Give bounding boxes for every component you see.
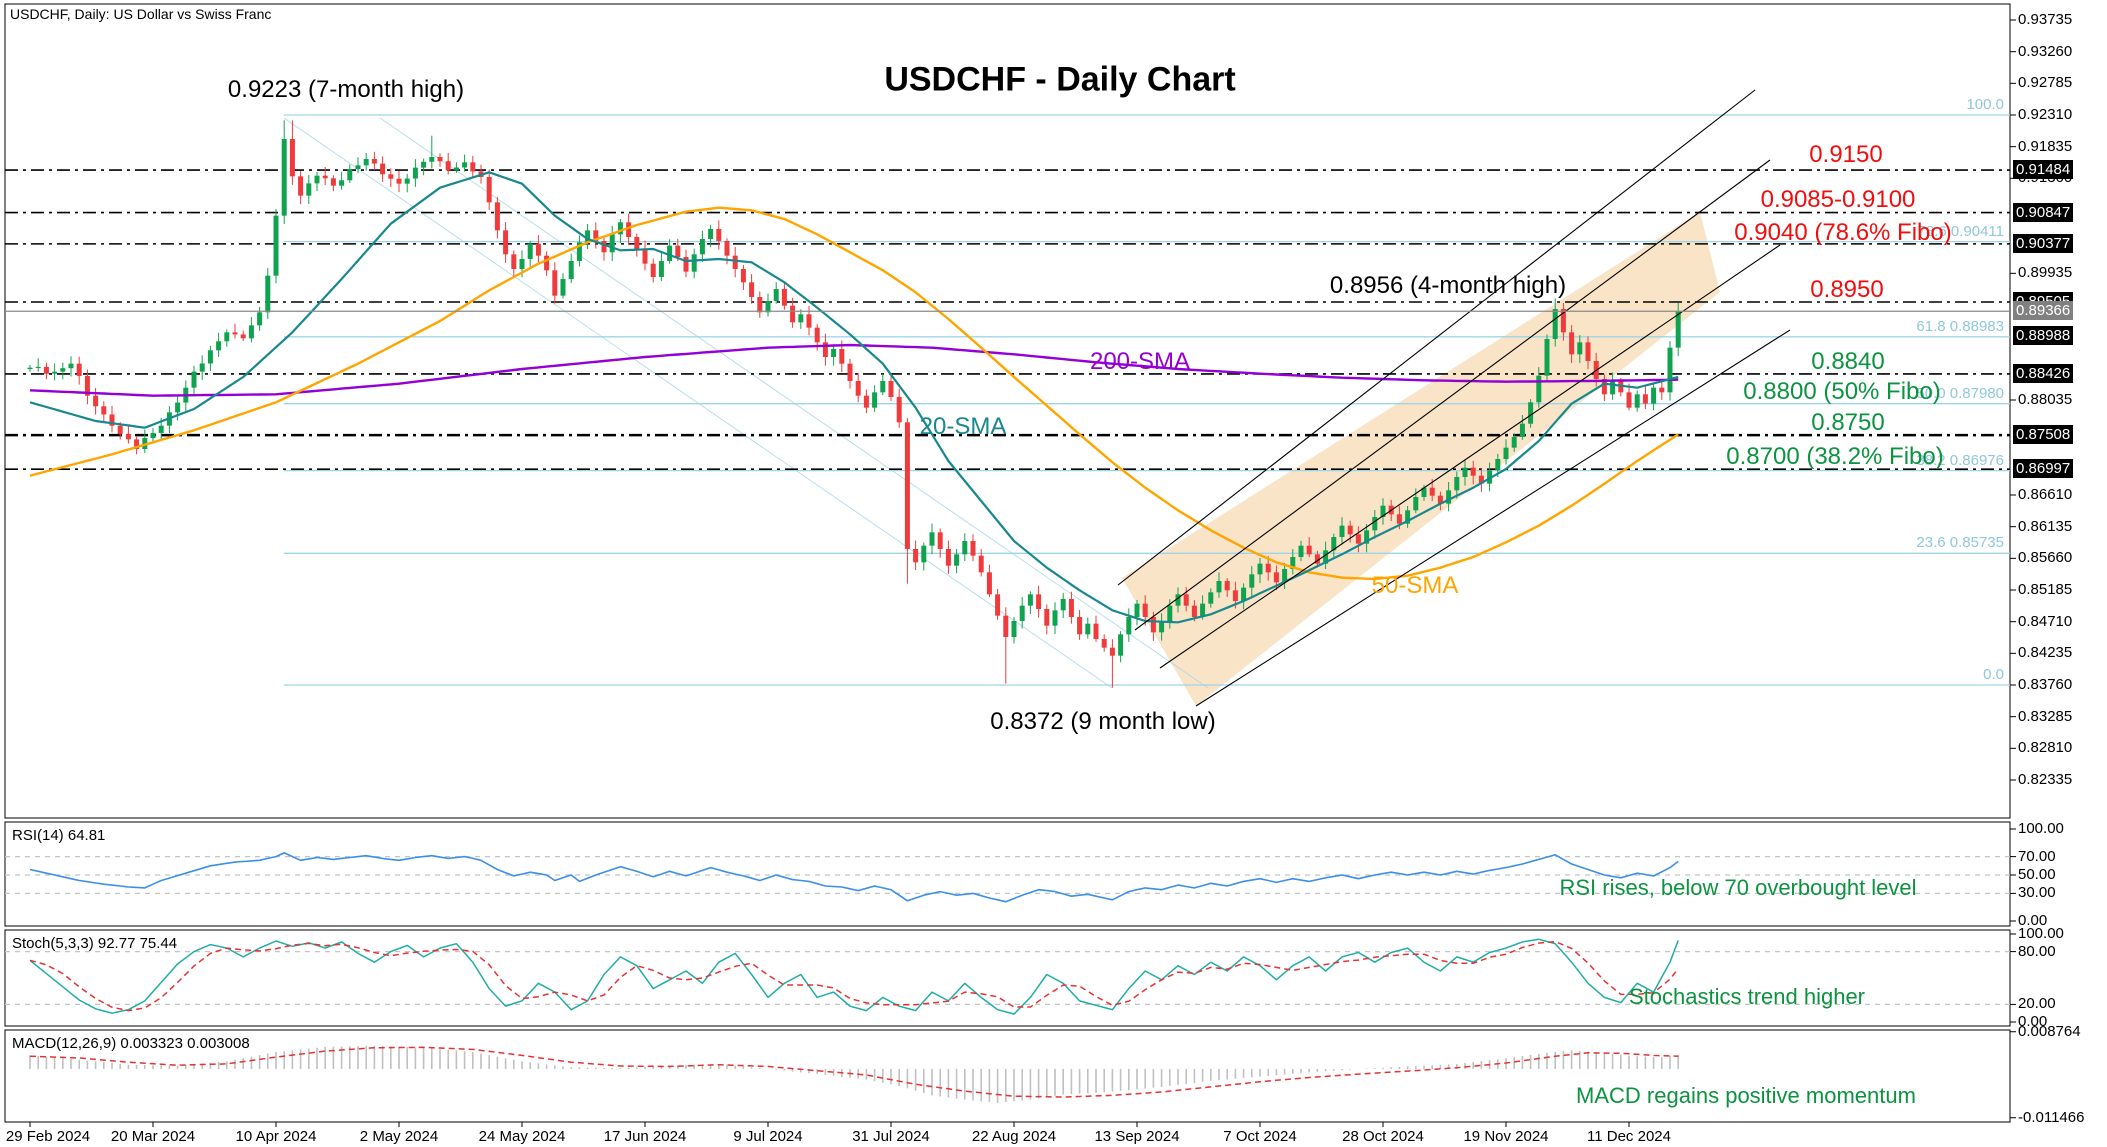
macd-indicator-label: MACD(12,26,9) 0.003323 0.003008 <box>12 1035 250 1052</box>
stochastic-indicator-label: Stoch(5,3,3) 92.77 75.44 <box>12 935 178 952</box>
symbol-info: USDCHF, Daily: US Dollar vs Swiss Franc <box>10 6 272 22</box>
chart-title: USDCHF - Daily Chart <box>884 60 1236 99</box>
macd-histogram <box>29 1045 1679 1104</box>
rsi-indicator-label: RSI(14) 64.81 <box>12 827 106 844</box>
